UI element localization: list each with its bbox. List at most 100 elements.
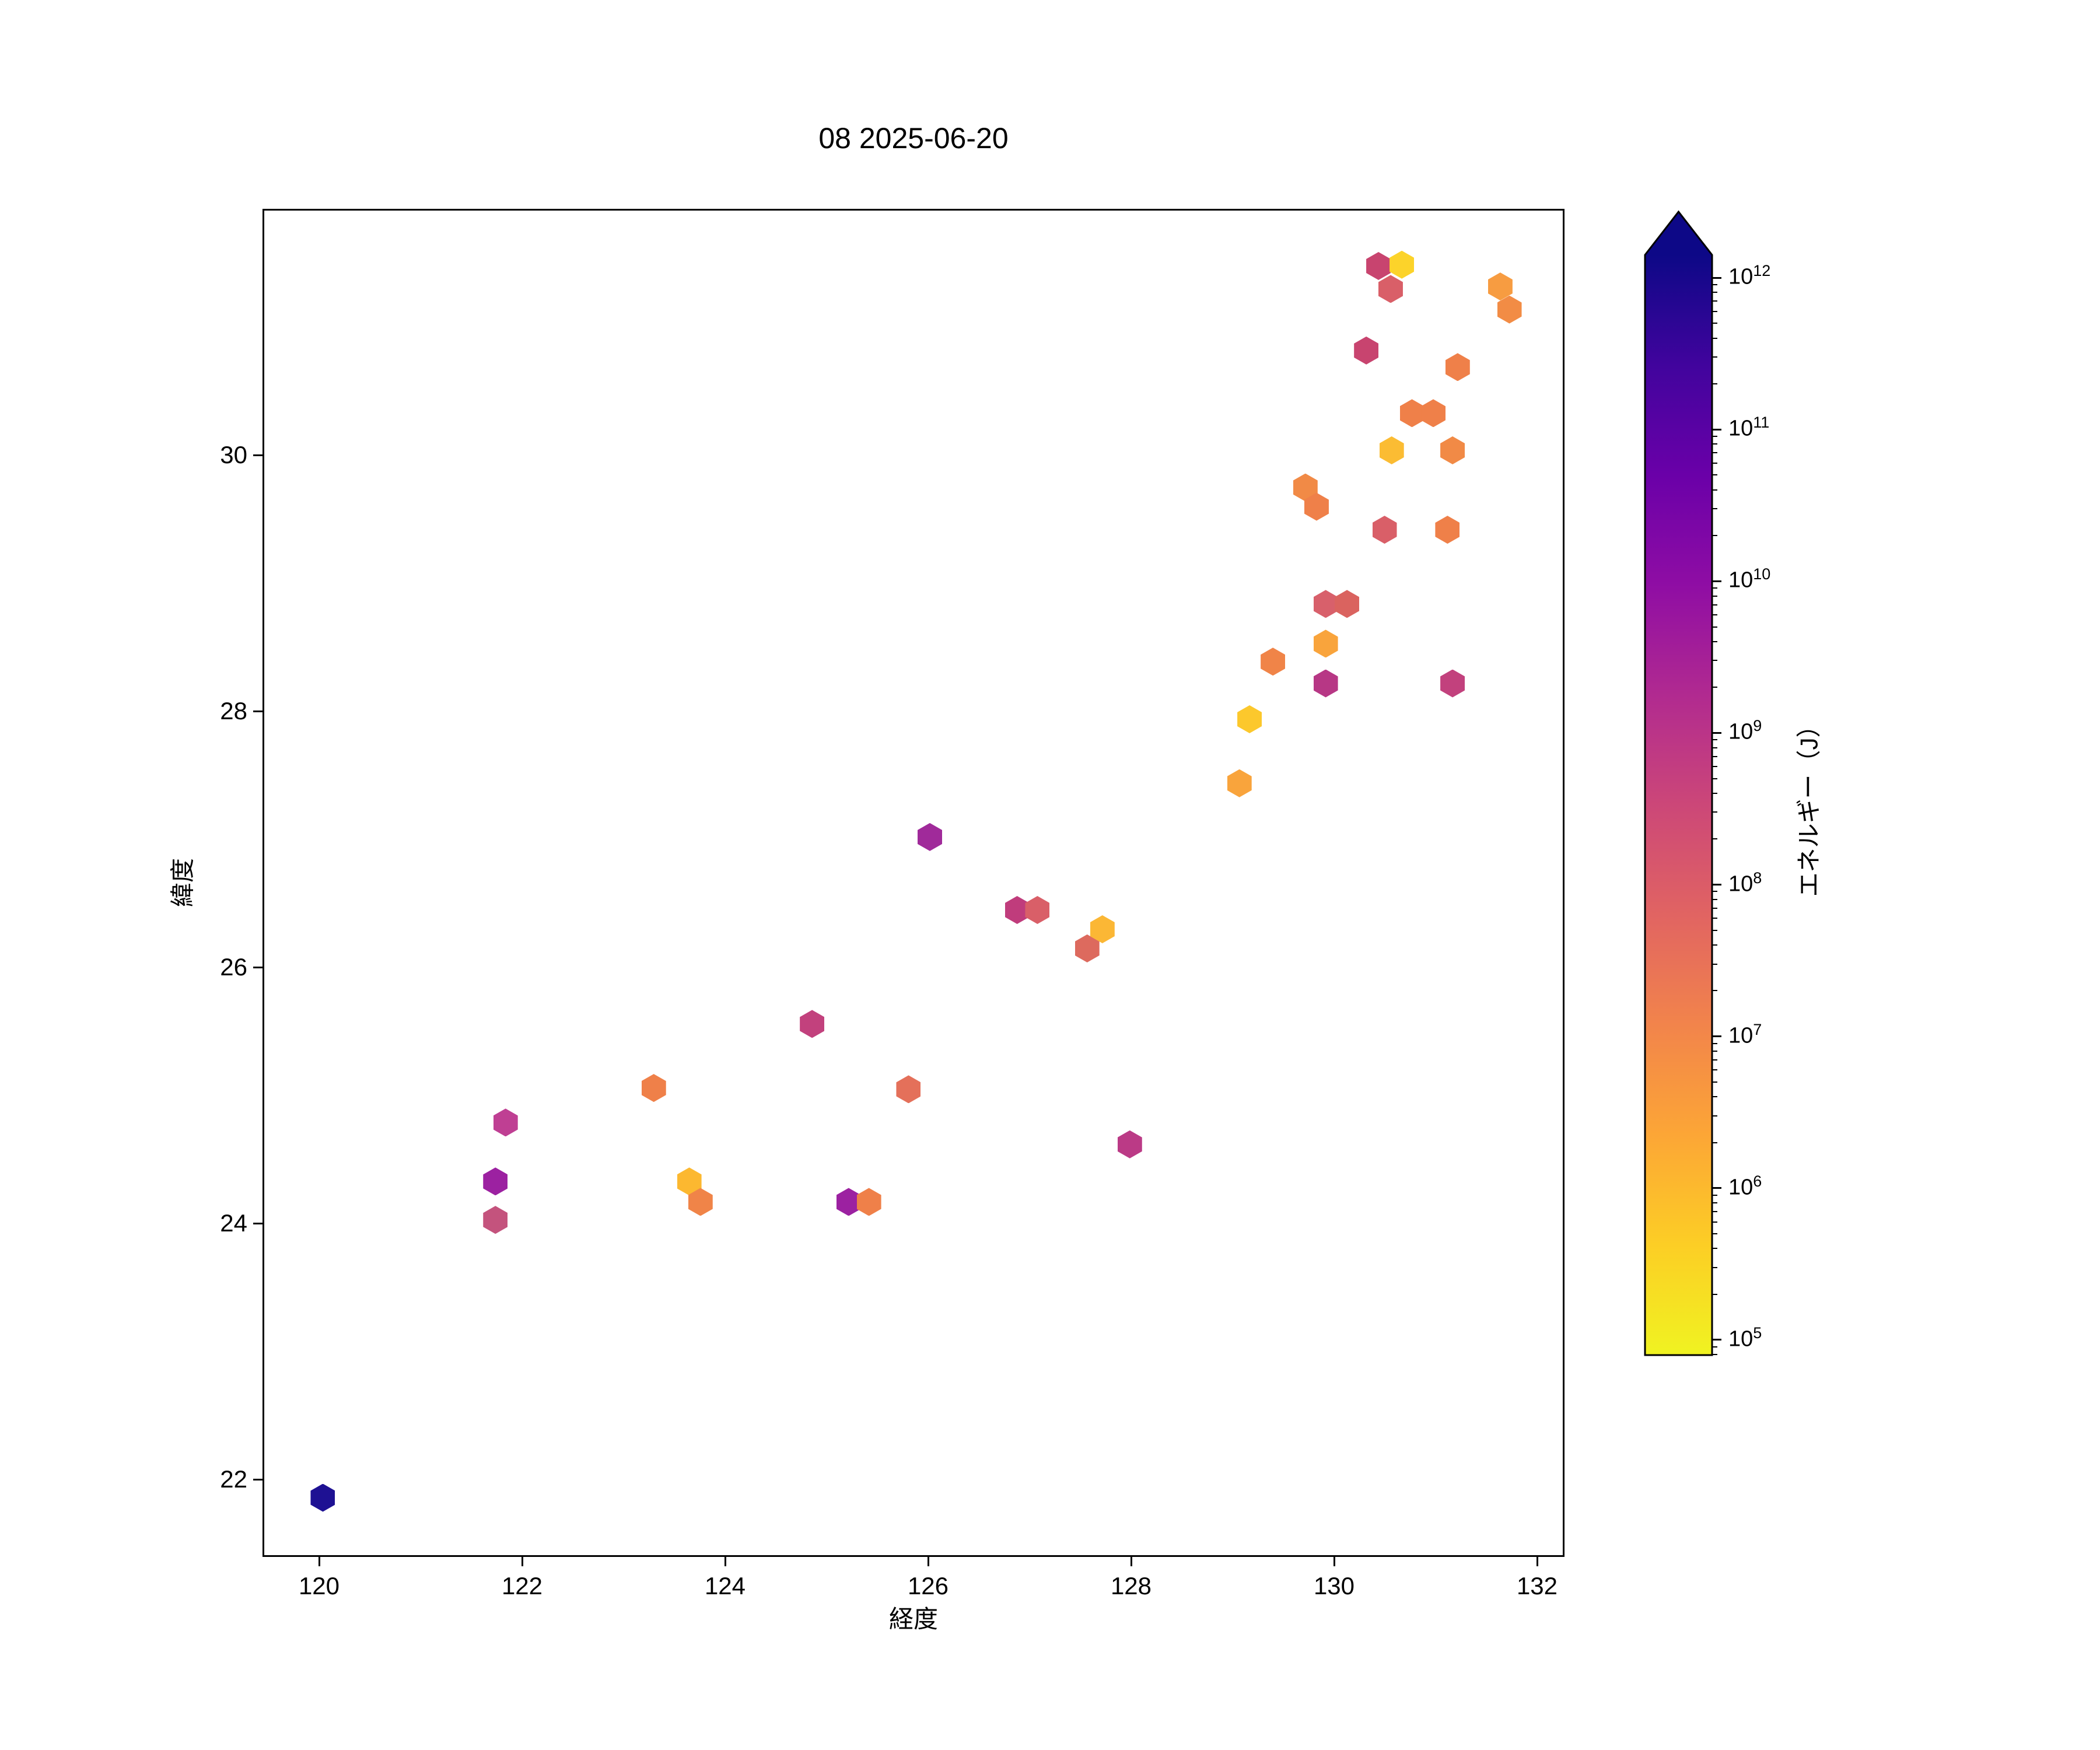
colorbar-minor-tick: [1712, 929, 1717, 931]
x-tick-label: 120: [298, 1572, 340, 1600]
colorbar-minor-tick: [1712, 489, 1717, 491]
colorbar-minor-tick: [1712, 766, 1717, 768]
colorbar-minor-tick: [1712, 1069, 1717, 1071]
x-tick-label: 124: [704, 1572, 746, 1600]
hex-marker: [1440, 436, 1465, 465]
y-axis-label: 緯度: [169, 858, 197, 908]
colorbar-tick-label: 109: [1728, 717, 1762, 745]
x-tick: [1333, 1557, 1335, 1566]
colorbar-minor-tick: [1712, 1293, 1717, 1295]
colorbar-major-tick: [1712, 428, 1721, 430]
colorbar-minor-tick: [1712, 436, 1717, 438]
y-tick: [253, 1478, 262, 1480]
colorbar-tick-label: 105: [1728, 1324, 1762, 1352]
hex-marker: [800, 1010, 825, 1038]
hex-marker: [310, 1483, 335, 1512]
hex-marker: [1366, 251, 1391, 280]
colorbar-minor-tick: [1712, 284, 1717, 285]
x-tick-label: 128: [1110, 1572, 1152, 1600]
colorbar-minor-tick: [1712, 1211, 1717, 1213]
colorbar-major-tick: [1712, 1035, 1721, 1038]
colorbar-major-tick: [1712, 1187, 1721, 1189]
colorbar-minor-tick: [1712, 687, 1717, 688]
colorbar-minor-tick: [1712, 1248, 1717, 1250]
colorbar-minor-tick: [1712, 898, 1717, 900]
x-tick: [521, 1557, 523, 1566]
colorbar-minor-tick: [1712, 891, 1717, 892]
hex-marker: [1497, 295, 1522, 324]
colorbar-minor-tick: [1712, 534, 1717, 536]
colorbar-major-tick: [1712, 732, 1721, 734]
hex-marker: [1488, 272, 1513, 301]
colorbar: [1644, 210, 1713, 1356]
hex-marker: [1440, 669, 1465, 698]
y-tick-label: 24: [220, 1209, 247, 1237]
y-tick-label: 28: [220, 697, 247, 724]
colorbar-minor-tick: [1712, 747, 1717, 748]
chart-title: 08 2025-06-20: [818, 122, 1009, 155]
colorbar-minor-tick: [1712, 452, 1717, 454]
colorbar-minor-tick: [1712, 310, 1717, 312]
hex-marker: [1025, 896, 1050, 925]
colorbar-tick-label: 108: [1728, 869, 1762, 897]
colorbar-tick-label: 1011: [1728, 414, 1770, 441]
colorbar-minor-tick: [1712, 462, 1717, 464]
hex-marker: [483, 1206, 508, 1234]
colorbar-major-tick: [1712, 580, 1721, 582]
colorbar-minor-tick: [1712, 323, 1717, 324]
x-tick-label: 122: [501, 1572, 543, 1600]
colorbar-minor-tick: [1712, 1354, 1717, 1356]
colorbar-minor-tick: [1712, 990, 1717, 992]
colorbar-minor-tick: [1712, 660, 1717, 662]
x-tick-label: 126: [907, 1572, 949, 1600]
hex-marker: [641, 1074, 666, 1102]
colorbar-minor-tick: [1712, 1194, 1717, 1196]
hex-marker: [493, 1108, 518, 1137]
colorbar-minor-tick: [1712, 1050, 1717, 1052]
y-tick: [253, 966, 262, 968]
hex-marker: [1227, 769, 1252, 797]
colorbar-minor-tick: [1712, 944, 1717, 946]
hex-marker: [1313, 669, 1338, 698]
hex-marker: [1117, 1130, 1142, 1158]
colorbar-bar: [1644, 210, 1713, 1356]
colorbar-minor-tick: [1712, 963, 1717, 965]
x-tick-label: 132: [1516, 1572, 1558, 1600]
colorbar-minor-tick: [1712, 755, 1717, 757]
colorbar-minor-tick: [1712, 292, 1717, 293]
hex-marker: [1090, 915, 1115, 943]
colorbar-minor-tick: [1712, 356, 1717, 358]
colorbar-major-tick: [1712, 884, 1721, 886]
colorbar-minor-tick: [1712, 1266, 1717, 1268]
hex-marker: [1313, 629, 1338, 658]
colorbar-label: エネルギー（J）: [1795, 713, 1823, 897]
hex-marker: [1335, 590, 1360, 618]
colorbar-minor-tick: [1712, 587, 1717, 589]
hex-marker: [1399, 399, 1424, 428]
colorbar-minor-tick: [1712, 300, 1717, 302]
hex-marker: [1372, 516, 1397, 544]
colorbar-minor-tick: [1712, 595, 1717, 597]
hex-marker: [856, 1188, 881, 1216]
colorbar-tick-label: 1010: [1728, 565, 1771, 593]
hex-marker: [1313, 590, 1338, 618]
x-axis-label: 経度: [888, 1605, 938, 1633]
colorbar-minor-tick: [1712, 474, 1717, 476]
colorbar-minor-tick: [1712, 508, 1717, 510]
hex-marker: [1378, 275, 1403, 303]
plot-area: [262, 209, 1564, 1557]
colorbar-minor-tick: [1712, 1142, 1717, 1143]
colorbar-major-tick: [1712, 1339, 1721, 1341]
colorbar-minor-tick: [1712, 443, 1717, 445]
colorbar-minor-tick: [1712, 640, 1717, 642]
colorbar-minor-tick: [1712, 1042, 1717, 1044]
hex-marker: [896, 1075, 921, 1104]
colorbar-minor-tick: [1712, 1096, 1717, 1098]
hex-marker: [1237, 705, 1262, 733]
colorbar-minor-tick: [1712, 838, 1717, 840]
hex-marker: [483, 1167, 508, 1196]
colorbar-minor-tick: [1712, 1115, 1717, 1116]
colorbar-tick-label: 107: [1728, 1020, 1762, 1048]
x-tick: [318, 1557, 320, 1566]
